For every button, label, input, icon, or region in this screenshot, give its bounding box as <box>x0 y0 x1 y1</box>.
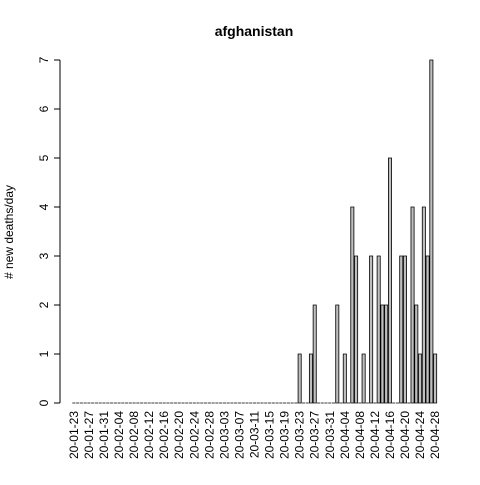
x-tick-label: 20-04-20 <box>398 411 412 459</box>
x-tick-label: 20-02-24 <box>187 411 201 459</box>
bar <box>350 206 355 404</box>
y-tick-label: 1 <box>37 350 51 357</box>
bar <box>335 304 340 404</box>
bar <box>380 304 385 404</box>
bar <box>425 255 430 404</box>
x-tick-label: 20-03-11 <box>248 411 262 458</box>
y-tick-label: 4 <box>37 203 51 210</box>
y-axis-label: # new deaths/day <box>2 185 16 279</box>
bar <box>297 353 302 404</box>
y-tick-label: 2 <box>37 301 51 308</box>
x-tick-label: 20-03-03 <box>217 411 231 459</box>
bar <box>433 353 438 404</box>
x-tick-label: 20-04-28 <box>428 411 442 459</box>
y-tick-label: 3 <box>37 252 51 259</box>
bar <box>418 353 423 404</box>
bar <box>354 255 359 404</box>
bar <box>429 59 434 404</box>
x-tick-label: 20-04-12 <box>368 411 382 459</box>
bar <box>376 255 381 404</box>
x-tick-label: 20-01-27 <box>82 411 96 459</box>
x-tick-label: 20-01-31 <box>97 411 111 459</box>
bar <box>342 353 347 404</box>
x-tick-label: 20-02-28 <box>202 411 216 459</box>
y-tick-label: 7 <box>37 56 51 63</box>
y-tick-label: 0 <box>37 399 51 406</box>
bar <box>308 353 313 404</box>
bar <box>369 255 374 404</box>
x-tick-label: 20-02-08 <box>127 411 141 459</box>
y-tick-label: 5 <box>37 154 51 161</box>
bar <box>403 255 407 404</box>
bar <box>312 304 317 404</box>
x-tick-label: 20-03-31 <box>323 411 337 459</box>
bar <box>410 206 415 404</box>
x-tick-label: 20-03-15 <box>263 411 277 459</box>
x-tick-label: 20-02-04 <box>112 411 126 459</box>
bar <box>399 255 404 404</box>
bar <box>421 206 426 404</box>
x-tick-label: 20-03-23 <box>293 411 307 459</box>
x-tick-label: 20-03-19 <box>278 411 292 459</box>
bar <box>384 304 389 404</box>
x-tick-label: 20-04-08 <box>353 411 367 459</box>
chart-title: afghanistan <box>215 23 294 39</box>
x-tick-label: 20-04-24 <box>413 411 427 459</box>
y-tick-label: 6 <box>37 105 51 112</box>
x-tick-label: 20-04-16 <box>383 411 397 459</box>
x-tick-label: 20-03-07 <box>232 411 246 459</box>
bar <box>361 353 366 404</box>
bar <box>387 157 392 404</box>
x-tick-label: 20-02-16 <box>157 411 171 459</box>
x-tick-label: 20-04-04 <box>338 411 352 459</box>
x-tick-label: 20-03-27 <box>308 411 322 459</box>
x-tick-label: 20-02-12 <box>142 411 156 459</box>
x-tick-label: 20-01-23 <box>67 411 81 459</box>
x-tick-label: 20-02-20 <box>172 411 186 459</box>
bar <box>414 304 419 404</box>
